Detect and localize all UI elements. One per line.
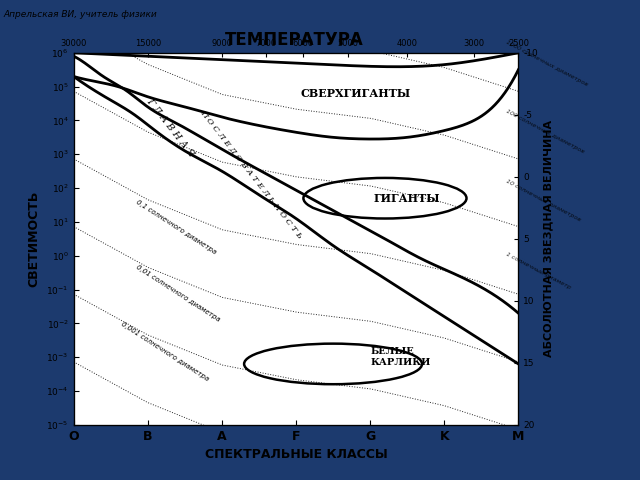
Text: 0,1 солнечного диаметра: 0,1 солнечного диаметра [134,199,217,255]
Text: БЕЛЫЕ
КАРЛИКИ: БЕЛЫЕ КАРЛИКИ [370,348,431,367]
Text: П О С Л Е Д О В А Т Е Л Ь Н О С Т Ь: П О С Л Е Д О В А Т Е Л Ь Н О С Т Ь [199,109,304,240]
Text: 0,001 солнечного диаметра: 0,001 солнечного диаметра [120,321,209,382]
Text: ГИГАНТЫ: ГИГАНТЫ [374,192,440,204]
Y-axis label: АБСОЛЮТНАЯ ЗВЕЗДНАЯ ВЕЛИЧИНА: АБСОЛЮТНАЯ ЗВЕЗДНАЯ ВЕЛИЧИНА [543,120,554,358]
Text: Апрельская ВИ, учитель физики: Апрельская ВИ, учитель физики [3,10,157,19]
Text: 100 солнечных диаметров: 100 солнечных диаметров [505,109,585,155]
Text: 10 солнечных диаметров: 10 солнечных диаметров [505,179,581,222]
Text: 1000 солнечных диаметров: 1000 солнечных диаметров [505,39,588,87]
Text: СВЕРХГИГАНТЫ: СВЕРХГИГАНТЫ [300,88,410,99]
Y-axis label: СВЕТИМОСТЬ: СВЕТИМОСТЬ [28,191,41,287]
Text: Г Л А В Н А Я: Г Л А В Н А Я [145,96,196,158]
Text: 0,01 солнечного диаметра: 0,01 солнечного диаметра [134,264,221,323]
Text: ТЕМПЕРАТУРА: ТЕМПЕРАТУРА [225,31,364,49]
Text: 1 солнечный диаметр: 1 солнечный диаметр [505,252,572,290]
X-axis label: СПЕКТРАЛЬНЫЕ КЛАССЫ: СПЕКТРАЛЬНЫЕ КЛАССЫ [205,448,387,461]
